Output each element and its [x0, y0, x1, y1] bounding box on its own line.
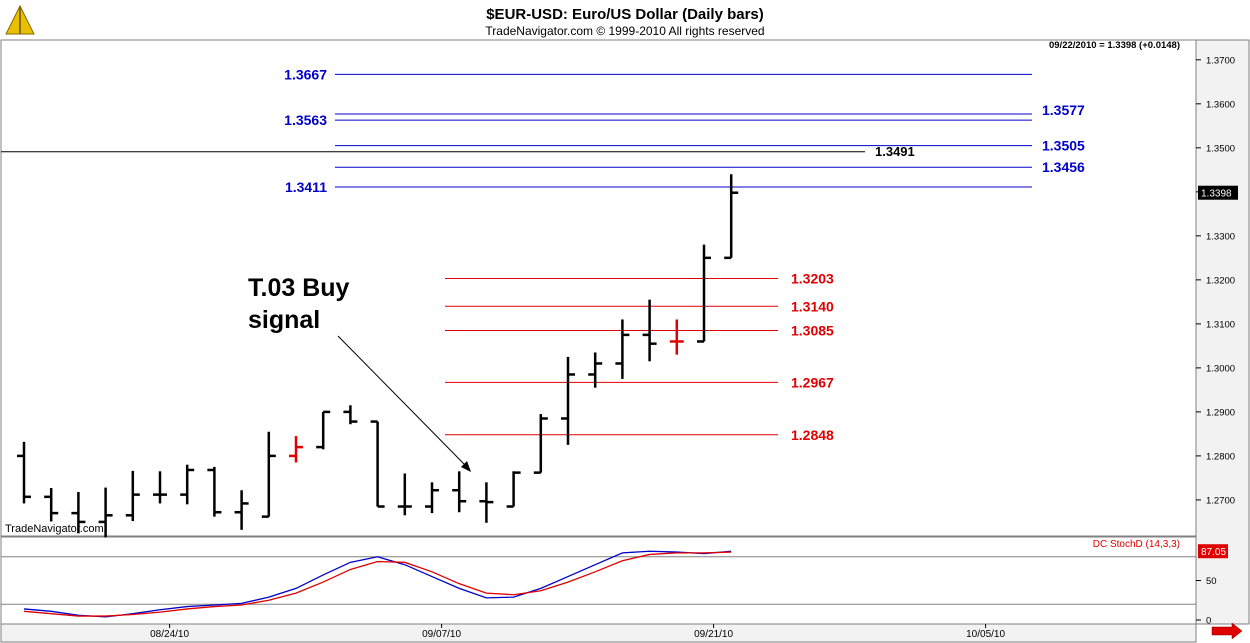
ohlc-bar: [316, 410, 331, 450]
stoch-last-value-box: [1198, 544, 1228, 559]
level-label: 1.2848: [791, 427, 834, 443]
level-label: 1.3577: [1042, 102, 1085, 118]
ohlc-bar: [452, 471, 467, 513]
stoch-last-value-label: 87.05: [1201, 547, 1226, 558]
stoch-title: DC StochD (14,3,3): [1093, 539, 1180, 550]
ohlc-bar: [697, 244, 711, 343]
last-price-box: [1198, 185, 1238, 200]
ohlc-bar: [370, 420, 385, 508]
level-label: 1.3085: [791, 322, 834, 338]
level-label: 1.3411: [285, 179, 327, 195]
level-label: 1.2967: [791, 374, 834, 390]
ohlc-bar: [533, 414, 548, 474]
x-tick-label: 10/05/10: [966, 629, 1005, 640]
price-panel: [0, 39, 1197, 537]
ohlc-bar: [234, 490, 249, 530]
stoch-y-tick-label: 0: [1206, 616, 1211, 627]
ohlc-bar: [506, 471, 521, 508]
ohlc-bar: [479, 482, 494, 523]
ohlc-bar: [642, 299, 657, 362]
ohlc-bar: [425, 482, 439, 514]
level-label: 1.3203: [791, 271, 834, 287]
ohlc-bar: [17, 441, 31, 504]
ohlc-bar: [180, 464, 195, 505]
ohlc-bar: [343, 405, 358, 425]
y-tick-label: 1.3300: [1206, 231, 1235, 242]
level-label: 1.3563: [284, 112, 327, 128]
level-label: 1.3667: [284, 66, 327, 82]
x-tick-label: 09/21/10: [694, 629, 733, 640]
y-tick-label: 1.3000: [1206, 363, 1235, 374]
scroll-right-arrow-icon[interactable]: [1211, 622, 1243, 640]
ohlc-bar: [153, 471, 167, 504]
ohlc-bar: [261, 431, 276, 518]
sextant-logo-icon: [5, 4, 35, 35]
ohlc-bar: [724, 174, 739, 260]
ohlc-bar: [44, 488, 59, 522]
level-label: 1.3505: [1042, 138, 1085, 154]
horizontal-line-label: 1.3491: [875, 144, 915, 159]
ohlc-bar: [561, 356, 575, 445]
y-tick-label: 1.2800: [1206, 451, 1235, 462]
last-quote: 09/22/2010 = 1.3398 (+0.0148): [1049, 40, 1180, 51]
x-tick-label: 08/24/10: [150, 629, 189, 640]
level-label: 1.3140: [791, 298, 834, 314]
stoch-panel: [0, 536, 1197, 625]
x-axis-strip: [0, 623, 1197, 643]
y-tick-label: 1.3600: [1206, 99, 1235, 110]
stoch-series-k: [23, 550, 732, 618]
y-tick-label: 1.3200: [1206, 275, 1235, 286]
y-tick-label: 1.3500: [1206, 143, 1235, 154]
ohlc-bar: [98, 487, 113, 538]
y-tick-label: 1.3700: [1206, 55, 1235, 66]
y-tick-label: 1.2900: [1206, 407, 1235, 418]
ohlc-bar: [615, 319, 630, 379]
stoch-y-tick-label: 50: [1206, 576, 1217, 587]
chart-title: $EUR-USD: Euro/US Dollar (Daily bars): [486, 6, 764, 23]
stoch-series-d: [23, 551, 732, 617]
annotation-line2: signal: [248, 306, 320, 334]
watermark: TradeNavigator.com: [5, 523, 104, 535]
signal-bar: [289, 436, 303, 463]
signal-bar: [669, 319, 684, 355]
annotation-arrow: [337, 335, 467, 467]
level-label: 1.3456: [1042, 159, 1085, 175]
annotation-line1: T.03 Buy: [248, 274, 350, 302]
ohlc-bar: [207, 466, 222, 517]
y-tick-label: 1.3100: [1206, 319, 1235, 330]
ohlc-bar: [71, 491, 86, 534]
y-axis-strip: [1195, 39, 1250, 625]
chart-subtitle: TradeNavigator.com © 1999-2010 All right…: [485, 24, 764, 38]
ohlc-bar: [588, 352, 603, 388]
ohlc-bar: [125, 470, 140, 522]
x-tick-label: 09/07/10: [422, 629, 461, 640]
last-price-label: 1.3398: [1201, 189, 1232, 200]
ohlc-bar: [397, 473, 412, 516]
annotation-arrowhead: [461, 461, 471, 472]
y-tick-label: 1.2700: [1206, 495, 1235, 506]
